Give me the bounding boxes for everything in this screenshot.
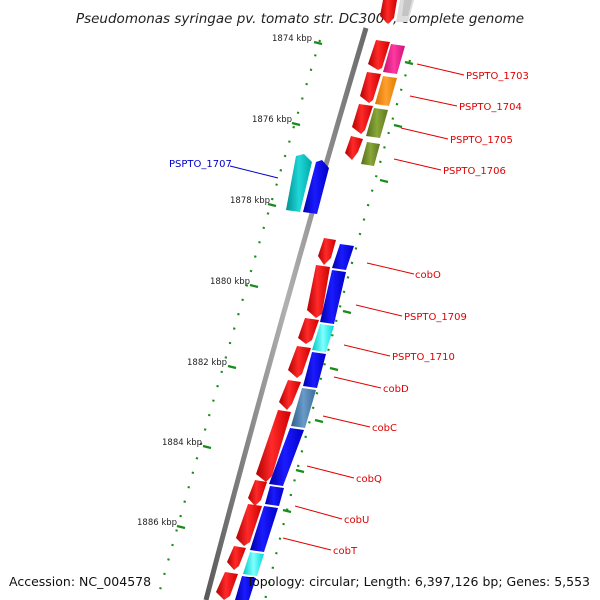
- gene-bottom-reverse-2[interactable]: [235, 576, 256, 600]
- gene-cobD-forward[interactable]: [288, 346, 311, 378]
- gene-label-PSPTO-1703[interactable]: PSPTO_1703: [466, 71, 529, 82]
- gene-PSPTO-1707-reverse[interactable]: [303, 160, 329, 214]
- gene-PSPTO-1706-forward[interactable]: [345, 136, 363, 160]
- gene-bottom-cog-1[interactable]: [243, 552, 264, 576]
- gene-label-cobT[interactable]: cobT: [333, 546, 358, 557]
- gene-cobC-forward[interactable]: [279, 380, 301, 410]
- gene-PSPTO-1706-cog[interactable]: [361, 142, 380, 166]
- genome-info-text: Topology: circular; Length: 6,397,126 bp…: [246, 574, 590, 589]
- tick-label-1884: 1884 kbp: [162, 438, 202, 448]
- gene-PSPTO-1704-forward[interactable]: [360, 72, 381, 103]
- gene-label-cobO[interactable]: cobO: [415, 270, 441, 281]
- gene-cobC-cog[interactable]: [291, 388, 316, 428]
- gene-label-cobC[interactable]: cobC: [372, 423, 397, 434]
- gene-PSPTO-1710-cog[interactable]: [312, 324, 334, 352]
- tick-label-1882: 1882 kbp: [187, 358, 227, 368]
- gene-label-PSPTO-1709[interactable]: PSPTO_1709: [404, 312, 467, 323]
- tick-label-1874: 1874 kbp: [272, 34, 312, 44]
- gene-label-cobU[interactable]: cobU: [344, 515, 369, 526]
- gene-cobQ-reverse[interactable]: [269, 428, 304, 486]
- tick-label-1878: 1878 kbp: [230, 196, 270, 206]
- gene-PSPTO-1707-cog[interactable]: [286, 154, 312, 212]
- gene-cobO-reverse[interactable]: [332, 244, 354, 270]
- gene-label-PSPTO-1707[interactable]: PSPTO_1707: [169, 159, 232, 170]
- gene-label-PSPTO-1704[interactable]: PSPTO_1704: [459, 102, 522, 113]
- genome-title: Pseudomonas syringae pv. tomato str. DC3…: [76, 11, 524, 27]
- gene-PSPTO-1709-forward[interactable]: [307, 265, 330, 318]
- gene-cobU-forward[interactable]: [248, 480, 267, 506]
- gene-PSPTO-1705-forward[interactable]: [352, 104, 373, 134]
- gene-cobQ-forward[interactable]: [256, 410, 291, 482]
- label-leaders: [282, 63, 465, 551]
- gene-PSPTO-1704-cog[interactable]: [375, 76, 397, 106]
- gene-cobT-forward[interactable]: [236, 504, 262, 546]
- gene-PSPTO-1703-cog[interactable]: [383, 44, 405, 74]
- gene-PSPTO-1705-cog[interactable]: [366, 108, 388, 138]
- gene-cobO-forward[interactable]: [318, 238, 336, 265]
- gene-cobU-reverse[interactable]: [265, 486, 284, 506]
- gene-cobD-reverse[interactable]: [303, 352, 326, 388]
- tick-label-1886: 1886 kbp: [137, 518, 177, 528]
- feature-top-partial: [380, 0, 414, 24]
- tick-guide-right: [263, 59, 412, 600]
- gene-label-PSPTO-1705[interactable]: PSPTO_1705: [450, 135, 513, 146]
- accession-text: Accession: NC_004578: [9, 574, 151, 589]
- tick-label-1880: 1880 kbp: [210, 277, 250, 287]
- gene-cobT-reverse[interactable]: [250, 506, 278, 552]
- gene-PSPTO-1710-forward[interactable]: [298, 318, 319, 344]
- label-leader-PSPTO-1707: [229, 165, 279, 179]
- gene-label-PSPTO-1710[interactable]: PSPTO_1710: [392, 352, 455, 363]
- gene-label-cobD[interactable]: cobD: [383, 384, 409, 395]
- gene-PSPTO-1709-reverse[interactable]: [320, 270, 346, 324]
- gene-bottom-forward-2[interactable]: [216, 572, 238, 600]
- gene-label-PSPTO-1706[interactable]: PSPTO_1706: [443, 166, 506, 177]
- tick-marks: [176, 40, 414, 530]
- gene-bottom-forward-1[interactable]: [227, 546, 246, 570]
- gene-PSPTO-1703-forward[interactable]: [368, 40, 390, 70]
- genome-backbone: [203, 27, 369, 600]
- gene-label-cobQ[interactable]: cobQ: [356, 474, 382, 485]
- tick-guide-left: [158, 39, 322, 591]
- tick-label-1876: 1876 kbp: [252, 115, 292, 125]
